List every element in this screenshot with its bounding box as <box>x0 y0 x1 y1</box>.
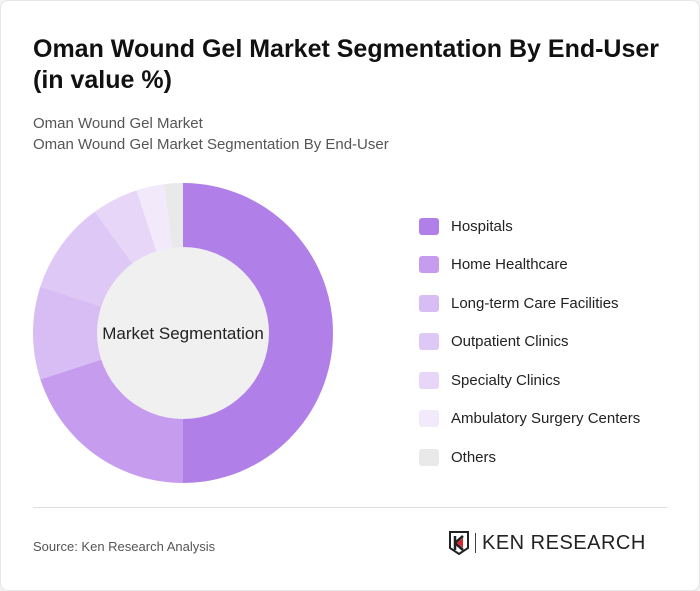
legend-label: Home Healthcare <box>451 256 568 274</box>
ken-research-logo: KEN RESEARCH <box>448 531 646 555</box>
legend-item: Ambulatory Surgery Centers <box>419 400 640 439</box>
ken-logo-icon <box>449 531 469 555</box>
center-label: Market Segmentation <box>102 324 264 343</box>
legend: Hospitals Home Healthcare Long-term Care F… <box>419 207 640 477</box>
legend-swatch <box>419 448 439 466</box>
legend-label: Hospitals <box>451 217 513 235</box>
legend-label: Others <box>451 448 497 466</box>
legend-label: Outpatient Clinics <box>451 333 569 351</box>
legend-swatch <box>419 256 439 274</box>
legend-item: Hospitals <box>419 207 640 246</box>
legend-label: Long-term Care Facilities <box>451 294 619 312</box>
legend-swatch <box>419 371 439 389</box>
chart-title: Oman Wound Gel Market Segmentation By En… <box>33 35 660 94</box>
legend-swatch <box>419 333 439 351</box>
legend-label: Ambulatory Surgery Centers <box>451 410 641 428</box>
subtitle-market: Oman Wound Gel Market <box>33 115 203 132</box>
legend-swatch <box>419 217 439 235</box>
legend-swatch <box>419 410 439 428</box>
logo-text: KEN RESEARCH <box>482 531 646 554</box>
legend-label: Specialty Clinics <box>451 371 561 389</box>
legend-item: Specialty Clinics <box>419 361 640 400</box>
source-note: Source: Ken Research Analysis <box>33 539 216 554</box>
subtitle-segmentation: Oman Wound Gel Market Segmentation By En… <box>33 136 389 153</box>
legend-item: Long-term Care Facilities <box>419 284 640 323</box>
donut-chart: Market Segmentation <box>33 183 333 483</box>
donut-center <box>97 247 269 419</box>
divider <box>33 507 667 508</box>
legend-swatch <box>419 294 439 312</box>
legend-item: Home Healthcare <box>419 246 640 285</box>
legend-item: Outpatient Clinics <box>419 323 640 362</box>
legend-item: Others <box>419 438 640 477</box>
